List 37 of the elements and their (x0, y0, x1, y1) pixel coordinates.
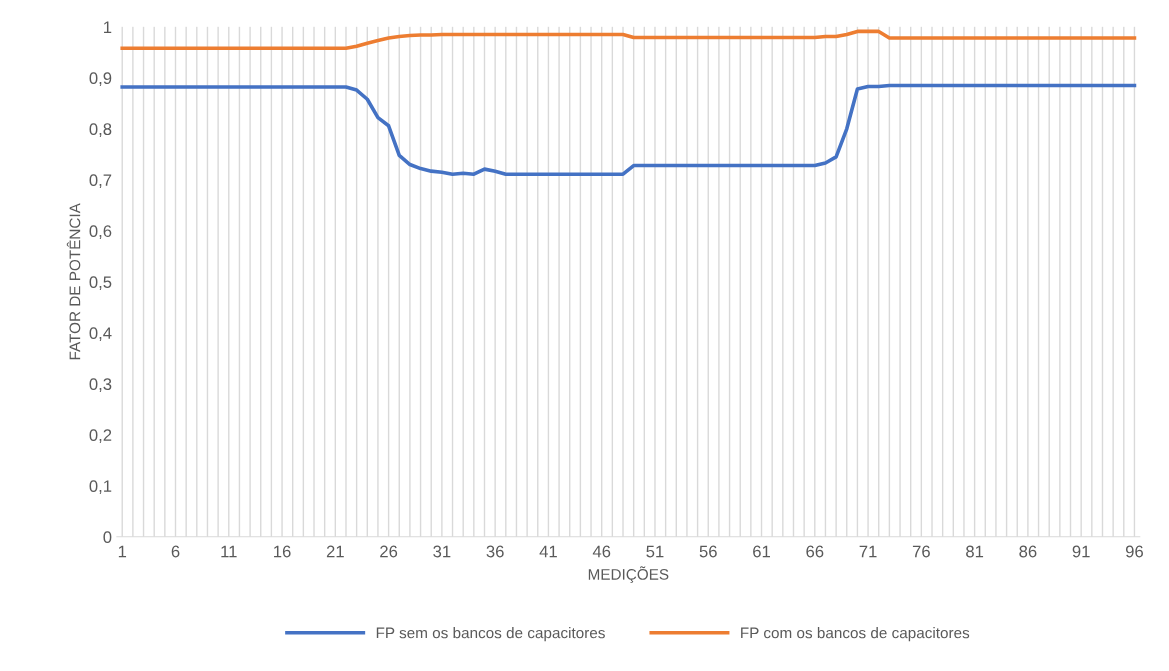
y-tick-label: 0,1 (89, 480, 112, 494)
x-tick-label: 41 (539, 545, 557, 558)
x-axis-title: MEDIÇÕES (588, 566, 669, 583)
x-tick-label: 6 (171, 545, 180, 558)
x-tick-label: 21 (326, 545, 344, 558)
y-tick-label: 0,9 (89, 72, 112, 87)
x-tick-label: 11 (221, 545, 237, 558)
y-tick-label: 0,2 (89, 429, 112, 443)
x-tick-label: 56 (699, 545, 717, 558)
x-tick-label: 76 (912, 545, 930, 558)
x-tick-label: 66 (806, 545, 824, 558)
line-series (120, 29, 1137, 51)
y-tick-label: 0,3 (89, 378, 112, 392)
x-tick-label: 81 (966, 545, 984, 558)
x-tick-label: 16 (274, 545, 291, 558)
x-tick-label: 71 (859, 545, 877, 558)
y-tick-label: 0 (103, 531, 112, 543)
y-tick-label: 0,4 (89, 327, 112, 341)
x-tick-label: 91 (1072, 545, 1090, 558)
x-tick-label: 46 (592, 545, 611, 558)
x-tick-label: 96 (1125, 545, 1143, 558)
y-tick-label: 1 (104, 21, 112, 33)
y-axis-title: FATOR DE POTÊNCIA (66, 203, 81, 360)
x-tick-label: 86 (1019, 545, 1037, 558)
x-tick-label: 26 (380, 545, 398, 558)
x-tick-label: 1 (118, 545, 127, 558)
y-tick-label: 0,6 (89, 225, 112, 239)
y-tick-label: 0,5 (89, 276, 112, 290)
x-tick-label: 36 (486, 545, 504, 558)
y-tick-label: 0,8 (89, 123, 112, 137)
x-tick-label: 61 (753, 545, 770, 558)
legend-label: FP com os bancos de capacitores (741, 627, 970, 642)
legend-label: FP sem os bancos de capacitores (376, 627, 605, 642)
x-tick-label: 51 (646, 545, 664, 558)
line-series (120, 83, 1137, 177)
x-tick-label: 31 (433, 545, 451, 558)
y-tick-label: 0,7 (89, 174, 112, 188)
